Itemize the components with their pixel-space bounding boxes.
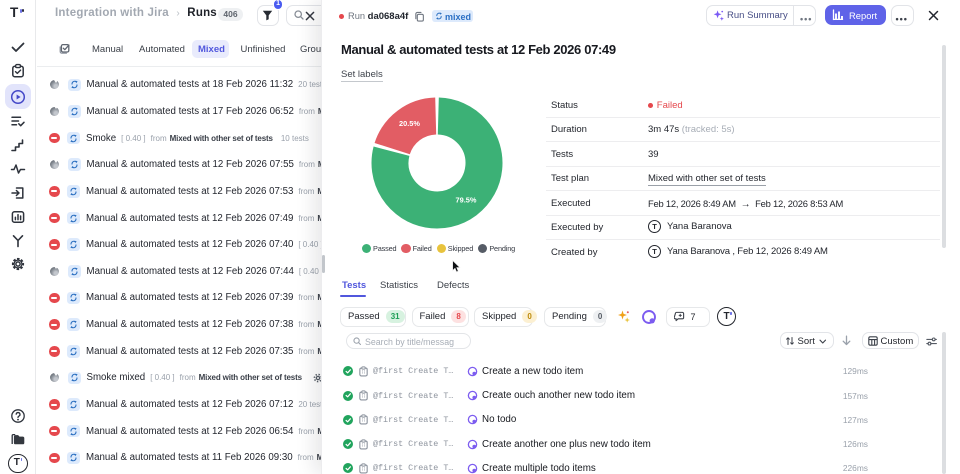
- svg-text:79.5%: 79.5%: [456, 196, 477, 205]
- svg-text:20.5%: 20.5%: [399, 119, 420, 128]
